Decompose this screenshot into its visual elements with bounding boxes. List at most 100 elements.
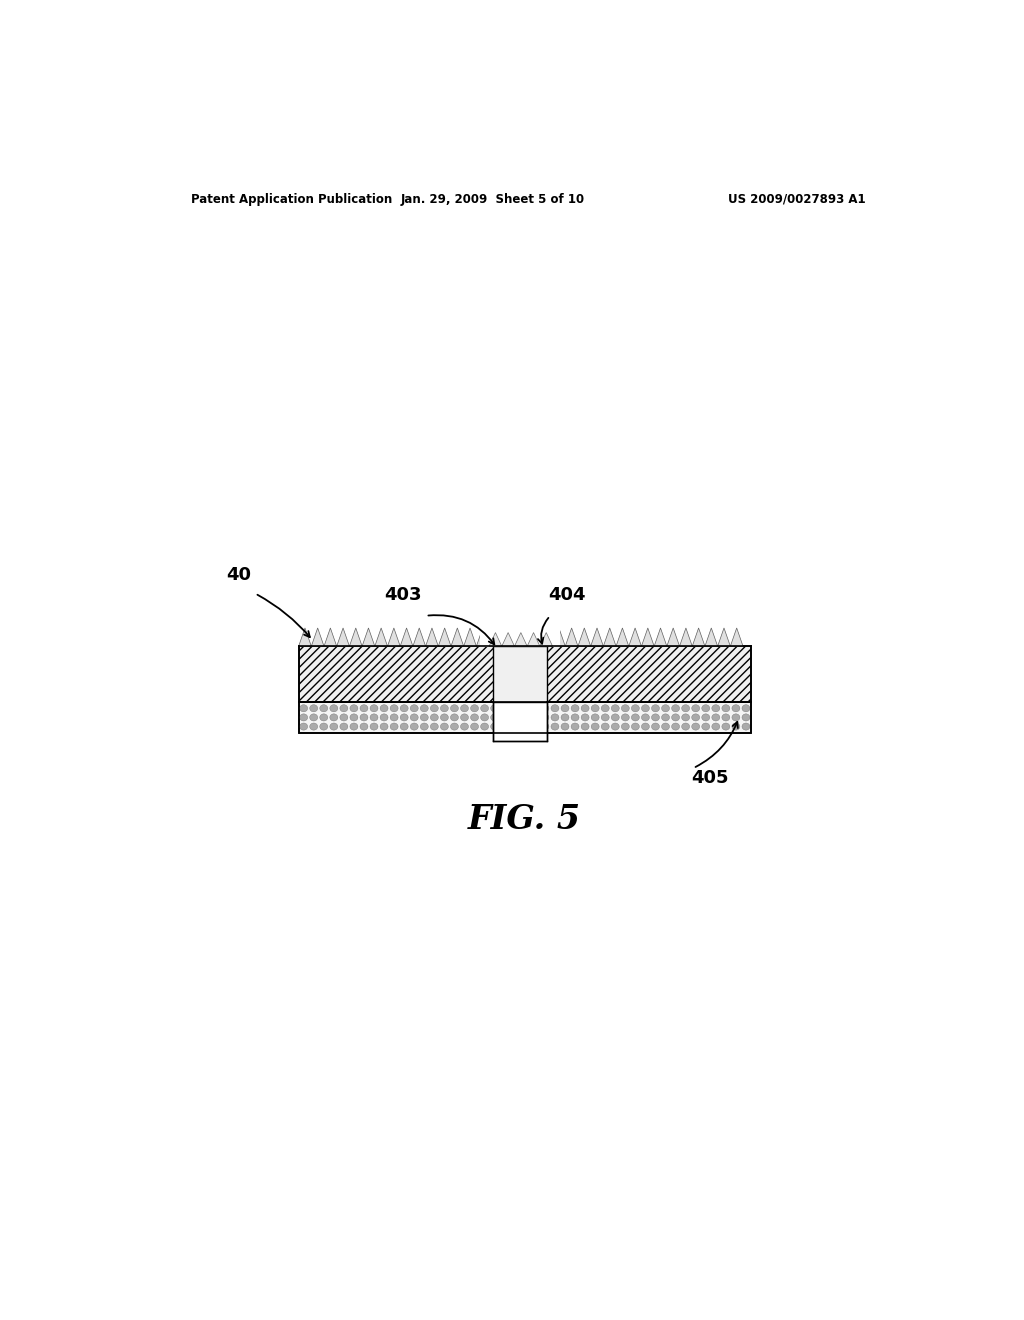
Ellipse shape <box>300 705 307 711</box>
Polygon shape <box>565 628 578 647</box>
Ellipse shape <box>309 723 317 730</box>
Polygon shape <box>527 632 540 647</box>
Ellipse shape <box>571 705 579 711</box>
Polygon shape <box>680 628 692 647</box>
Polygon shape <box>540 628 553 647</box>
Text: Patent Application Publication: Patent Application Publication <box>191 193 393 206</box>
Ellipse shape <box>582 714 589 721</box>
Bar <box>299 702 751 733</box>
Ellipse shape <box>501 705 509 711</box>
Polygon shape <box>692 628 705 647</box>
Ellipse shape <box>551 714 559 721</box>
Polygon shape <box>502 632 514 647</box>
Ellipse shape <box>662 723 670 730</box>
Ellipse shape <box>611 705 620 711</box>
Ellipse shape <box>611 714 620 721</box>
Ellipse shape <box>662 705 670 711</box>
Ellipse shape <box>400 723 409 730</box>
Polygon shape <box>591 628 603 647</box>
Polygon shape <box>400 628 413 647</box>
Ellipse shape <box>601 714 609 721</box>
Ellipse shape <box>471 705 478 711</box>
Ellipse shape <box>551 705 559 711</box>
Ellipse shape <box>420 723 428 730</box>
Ellipse shape <box>641 714 649 721</box>
Ellipse shape <box>561 714 569 721</box>
Ellipse shape <box>350 714 357 721</box>
Ellipse shape <box>300 714 307 721</box>
Polygon shape <box>413 628 426 647</box>
Ellipse shape <box>390 723 398 730</box>
Ellipse shape <box>682 723 689 730</box>
Ellipse shape <box>480 723 488 730</box>
Ellipse shape <box>330 705 338 711</box>
Ellipse shape <box>591 714 599 721</box>
Ellipse shape <box>701 705 710 711</box>
Ellipse shape <box>591 705 599 711</box>
Ellipse shape <box>330 723 338 730</box>
Ellipse shape <box>611 723 620 730</box>
Ellipse shape <box>571 714 579 721</box>
Ellipse shape <box>380 723 388 730</box>
Ellipse shape <box>330 714 338 721</box>
Polygon shape <box>375 628 387 647</box>
Polygon shape <box>489 628 502 647</box>
Polygon shape <box>337 628 349 647</box>
Ellipse shape <box>511 714 519 721</box>
Ellipse shape <box>651 723 659 730</box>
Ellipse shape <box>350 723 357 730</box>
Ellipse shape <box>551 723 559 730</box>
Ellipse shape <box>530 705 539 711</box>
Ellipse shape <box>420 714 428 721</box>
Ellipse shape <box>632 705 639 711</box>
Text: 403: 403 <box>384 586 422 605</box>
Ellipse shape <box>340 705 348 711</box>
Polygon shape <box>603 628 616 647</box>
Ellipse shape <box>742 705 750 711</box>
Bar <box>494 647 548 702</box>
Ellipse shape <box>451 714 459 721</box>
Polygon shape <box>514 632 527 647</box>
Ellipse shape <box>309 705 317 711</box>
Ellipse shape <box>541 705 549 711</box>
Ellipse shape <box>672 723 680 730</box>
Ellipse shape <box>440 705 449 711</box>
Ellipse shape <box>451 723 459 730</box>
Ellipse shape <box>622 714 630 721</box>
Ellipse shape <box>651 714 659 721</box>
Polygon shape <box>387 628 400 647</box>
Polygon shape <box>553 628 565 647</box>
Ellipse shape <box>411 723 418 730</box>
Text: US 2009/0027893 A1: US 2009/0027893 A1 <box>728 193 866 206</box>
Ellipse shape <box>692 723 699 730</box>
Ellipse shape <box>541 714 549 721</box>
Ellipse shape <box>390 705 398 711</box>
Polygon shape <box>514 628 527 647</box>
Polygon shape <box>299 628 311 647</box>
Ellipse shape <box>360 714 368 721</box>
Ellipse shape <box>701 723 710 730</box>
Ellipse shape <box>340 723 348 730</box>
Bar <box>299 702 751 733</box>
Ellipse shape <box>451 705 459 711</box>
Text: 40: 40 <box>226 566 251 585</box>
Ellipse shape <box>712 705 720 711</box>
Ellipse shape <box>732 705 740 711</box>
Ellipse shape <box>742 714 750 721</box>
Polygon shape <box>311 628 324 647</box>
Text: Jan. 29, 2009  Sheet 5 of 10: Jan. 29, 2009 Sheet 5 of 10 <box>401 193 585 206</box>
Polygon shape <box>489 632 502 647</box>
Ellipse shape <box>641 705 649 711</box>
Ellipse shape <box>511 723 519 730</box>
Ellipse shape <box>461 705 468 711</box>
Ellipse shape <box>490 714 499 721</box>
Ellipse shape <box>521 705 528 711</box>
Polygon shape <box>362 628 375 647</box>
Ellipse shape <box>440 723 449 730</box>
Ellipse shape <box>521 714 528 721</box>
Polygon shape <box>438 628 451 647</box>
Ellipse shape <box>641 723 649 730</box>
Polygon shape <box>527 628 540 647</box>
Polygon shape <box>324 628 337 647</box>
Ellipse shape <box>712 714 720 721</box>
